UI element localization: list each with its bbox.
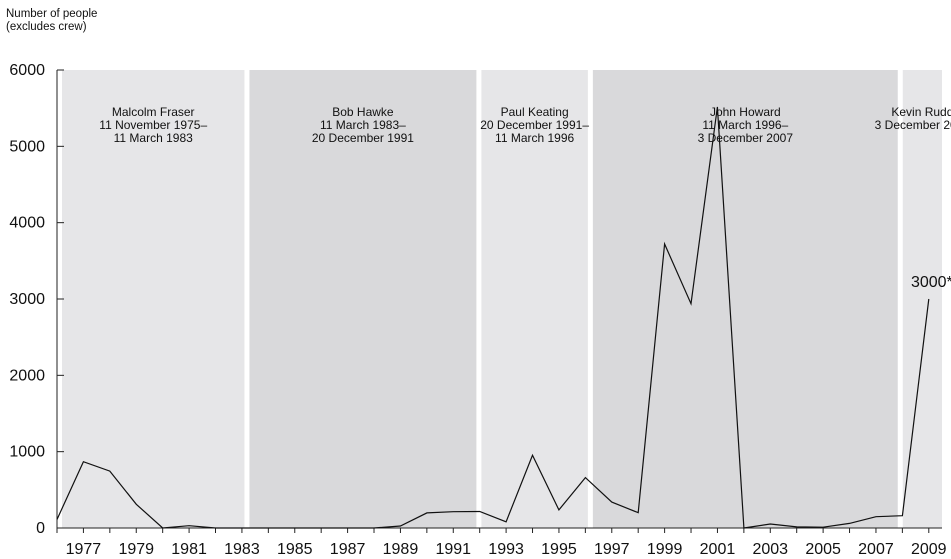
x-tick-label: 1993 (488, 541, 524, 558)
period-label: 20 December 1991 (312, 131, 414, 145)
x-tick-label: 1999 (647, 541, 683, 558)
y-axis-title-line-1: Number of people (6, 8, 98, 20)
y-tick-label: 0 (36, 520, 45, 537)
y-tick-label: 3000 (9, 291, 45, 308)
y-tick-label: 2000 (9, 367, 45, 384)
period-label: 3 December 2007 (875, 118, 951, 132)
y-axis-title: Number of people (excludes crew) (6, 8, 97, 34)
x-tick-label: 1987 (330, 541, 366, 558)
annotation-label: 3000* (911, 274, 951, 291)
period-label: 11 March 1983 (114, 131, 193, 145)
period-label: Kevin Rudd (891, 105, 951, 119)
period-bands (62, 70, 942, 528)
x-tick-label: 1985 (277, 541, 313, 558)
y-tick-label: 4000 (9, 215, 45, 232)
y-tick-label: 6000 (9, 62, 45, 79)
period-band (62, 70, 245, 528)
x-tick-label: 1997 (594, 541, 630, 558)
period-label: 11 March 1996 (495, 131, 574, 145)
period-label: 11 March 1983– (320, 118, 406, 132)
x-tick-label: 1991 (435, 541, 471, 558)
period-band (249, 70, 477, 528)
x-tick-label: 2003 (752, 541, 788, 558)
x-tick-label: 2005 (805, 541, 841, 558)
series-layer (56, 106, 930, 529)
period-label: Malcolm Fraser (112, 105, 195, 119)
period-label: Bob Hawke (332, 105, 394, 119)
x-tick-label: 2007 (858, 541, 894, 558)
y-tick-label: 1000 (9, 444, 45, 461)
x-tick-label: 1983 (224, 541, 260, 558)
period-label: 20 December 1991– (480, 118, 589, 132)
series-line (56, 106, 930, 529)
x-tick-label: 1981 (171, 541, 207, 558)
y-tick-label: 5000 (9, 138, 45, 155)
period-band (481, 70, 588, 528)
period-label: 11 March 1996– (702, 118, 788, 132)
y-axis-ticks: 0 1000 2000 3000 4000 5000 6000 (9, 62, 64, 537)
x-tick-label: 1989 (383, 541, 419, 558)
x-tick-label: 1977 (66, 541, 102, 558)
x-tick-label: 1979 (118, 541, 154, 558)
x-axis-ticks: 1977 1979 1981 1983 1985 1987 1989 1991 1993 1995… (56, 528, 947, 558)
x-tick-label: 2009 (911, 541, 947, 558)
period-label: Paul Keating (501, 105, 569, 119)
x-tick-label: 2001 (700, 541, 736, 558)
period-label: 3 December 2007 (698, 131, 794, 145)
period-label: 11 November 1975– (99, 118, 207, 132)
y-axis-title-line-2: (excludes crew) (6, 21, 87, 33)
x-tick-label: 1995 (541, 541, 577, 558)
period-label: John Howard (710, 105, 781, 119)
period-band (902, 70, 942, 528)
annotation-layer: 3000* (911, 274, 951, 291)
